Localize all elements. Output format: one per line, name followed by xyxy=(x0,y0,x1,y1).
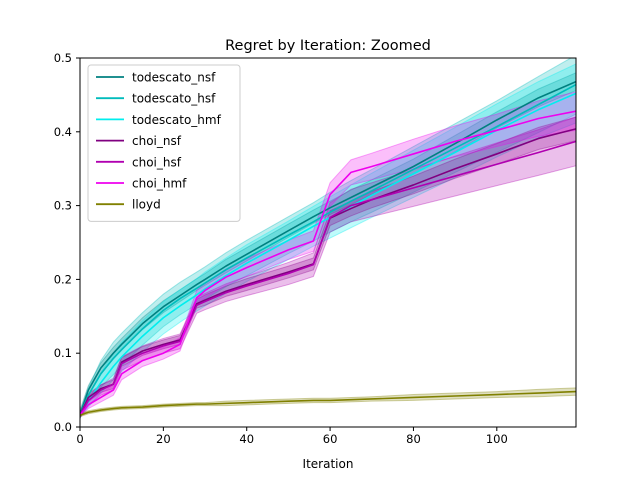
legend-label-todescato-hmf: todescato_hmf xyxy=(132,113,222,127)
line-lloyd xyxy=(80,390,576,416)
band-lloyd xyxy=(80,387,576,418)
line-choi-hsf xyxy=(80,140,576,416)
legend: todescato_nsf todescato_hsf todescato_hmfc… xyxy=(87,64,241,222)
line-choi-hmf xyxy=(80,110,576,416)
x-axis-label: Iteration xyxy=(303,457,354,471)
legend-label-todescato-hsf: todescato_hsf xyxy=(132,92,216,106)
x-tick-label: 100 xyxy=(486,432,508,446)
x-tick-label: 40 xyxy=(239,432,254,446)
chart-title: Regret by Iteration: Zoomed xyxy=(225,38,431,54)
band-choi-nsf xyxy=(80,116,576,418)
legend-label-lloyd: lloyd xyxy=(132,198,161,212)
line-todescato-nsf xyxy=(80,80,576,415)
band-choi-hsf xyxy=(80,116,576,419)
x-axis: 0 20 40 60 80 100 xyxy=(76,427,508,446)
legend-box xyxy=(87,64,241,222)
plot-frame xyxy=(79,57,577,428)
x-tick-label: 80 xyxy=(406,432,421,446)
legend-label-choi-nsf: choi_nsf xyxy=(132,134,182,148)
line-todescato-hsf xyxy=(80,83,576,416)
legend-label-todescato-nsf: todescato_nsf xyxy=(132,71,216,85)
confidence-bands xyxy=(80,58,576,420)
band-choi-hmf xyxy=(80,91,576,419)
line-todescato-hmf xyxy=(80,92,576,416)
y-tick-label: 0.4 xyxy=(54,125,72,139)
y-tick-label: 0.3 xyxy=(54,199,72,213)
y-tick-label: 0.1 xyxy=(54,346,72,360)
series-lines xyxy=(80,80,576,416)
band-todescato-nsf xyxy=(80,72,576,420)
legend-label-choi-hmf: choi_hmf xyxy=(132,177,187,191)
band-todescato-hmf xyxy=(80,63,576,419)
legend-label-choi-hsf: choi_hsf xyxy=(132,155,182,169)
y-axis: 0.0 0.1 0.2 0.3 0.4 0.5 xyxy=(54,51,80,434)
x-tick-label: 20 xyxy=(156,432,171,446)
band-todescato-hsf xyxy=(80,58,576,419)
y-tick-label: 0.0 xyxy=(54,420,72,434)
x-tick-label: 60 xyxy=(323,432,338,446)
x-tick-label: 0 xyxy=(76,432,83,446)
y-tick-label: 0.2 xyxy=(54,272,72,286)
y-tick-label: 0.5 xyxy=(54,51,72,65)
